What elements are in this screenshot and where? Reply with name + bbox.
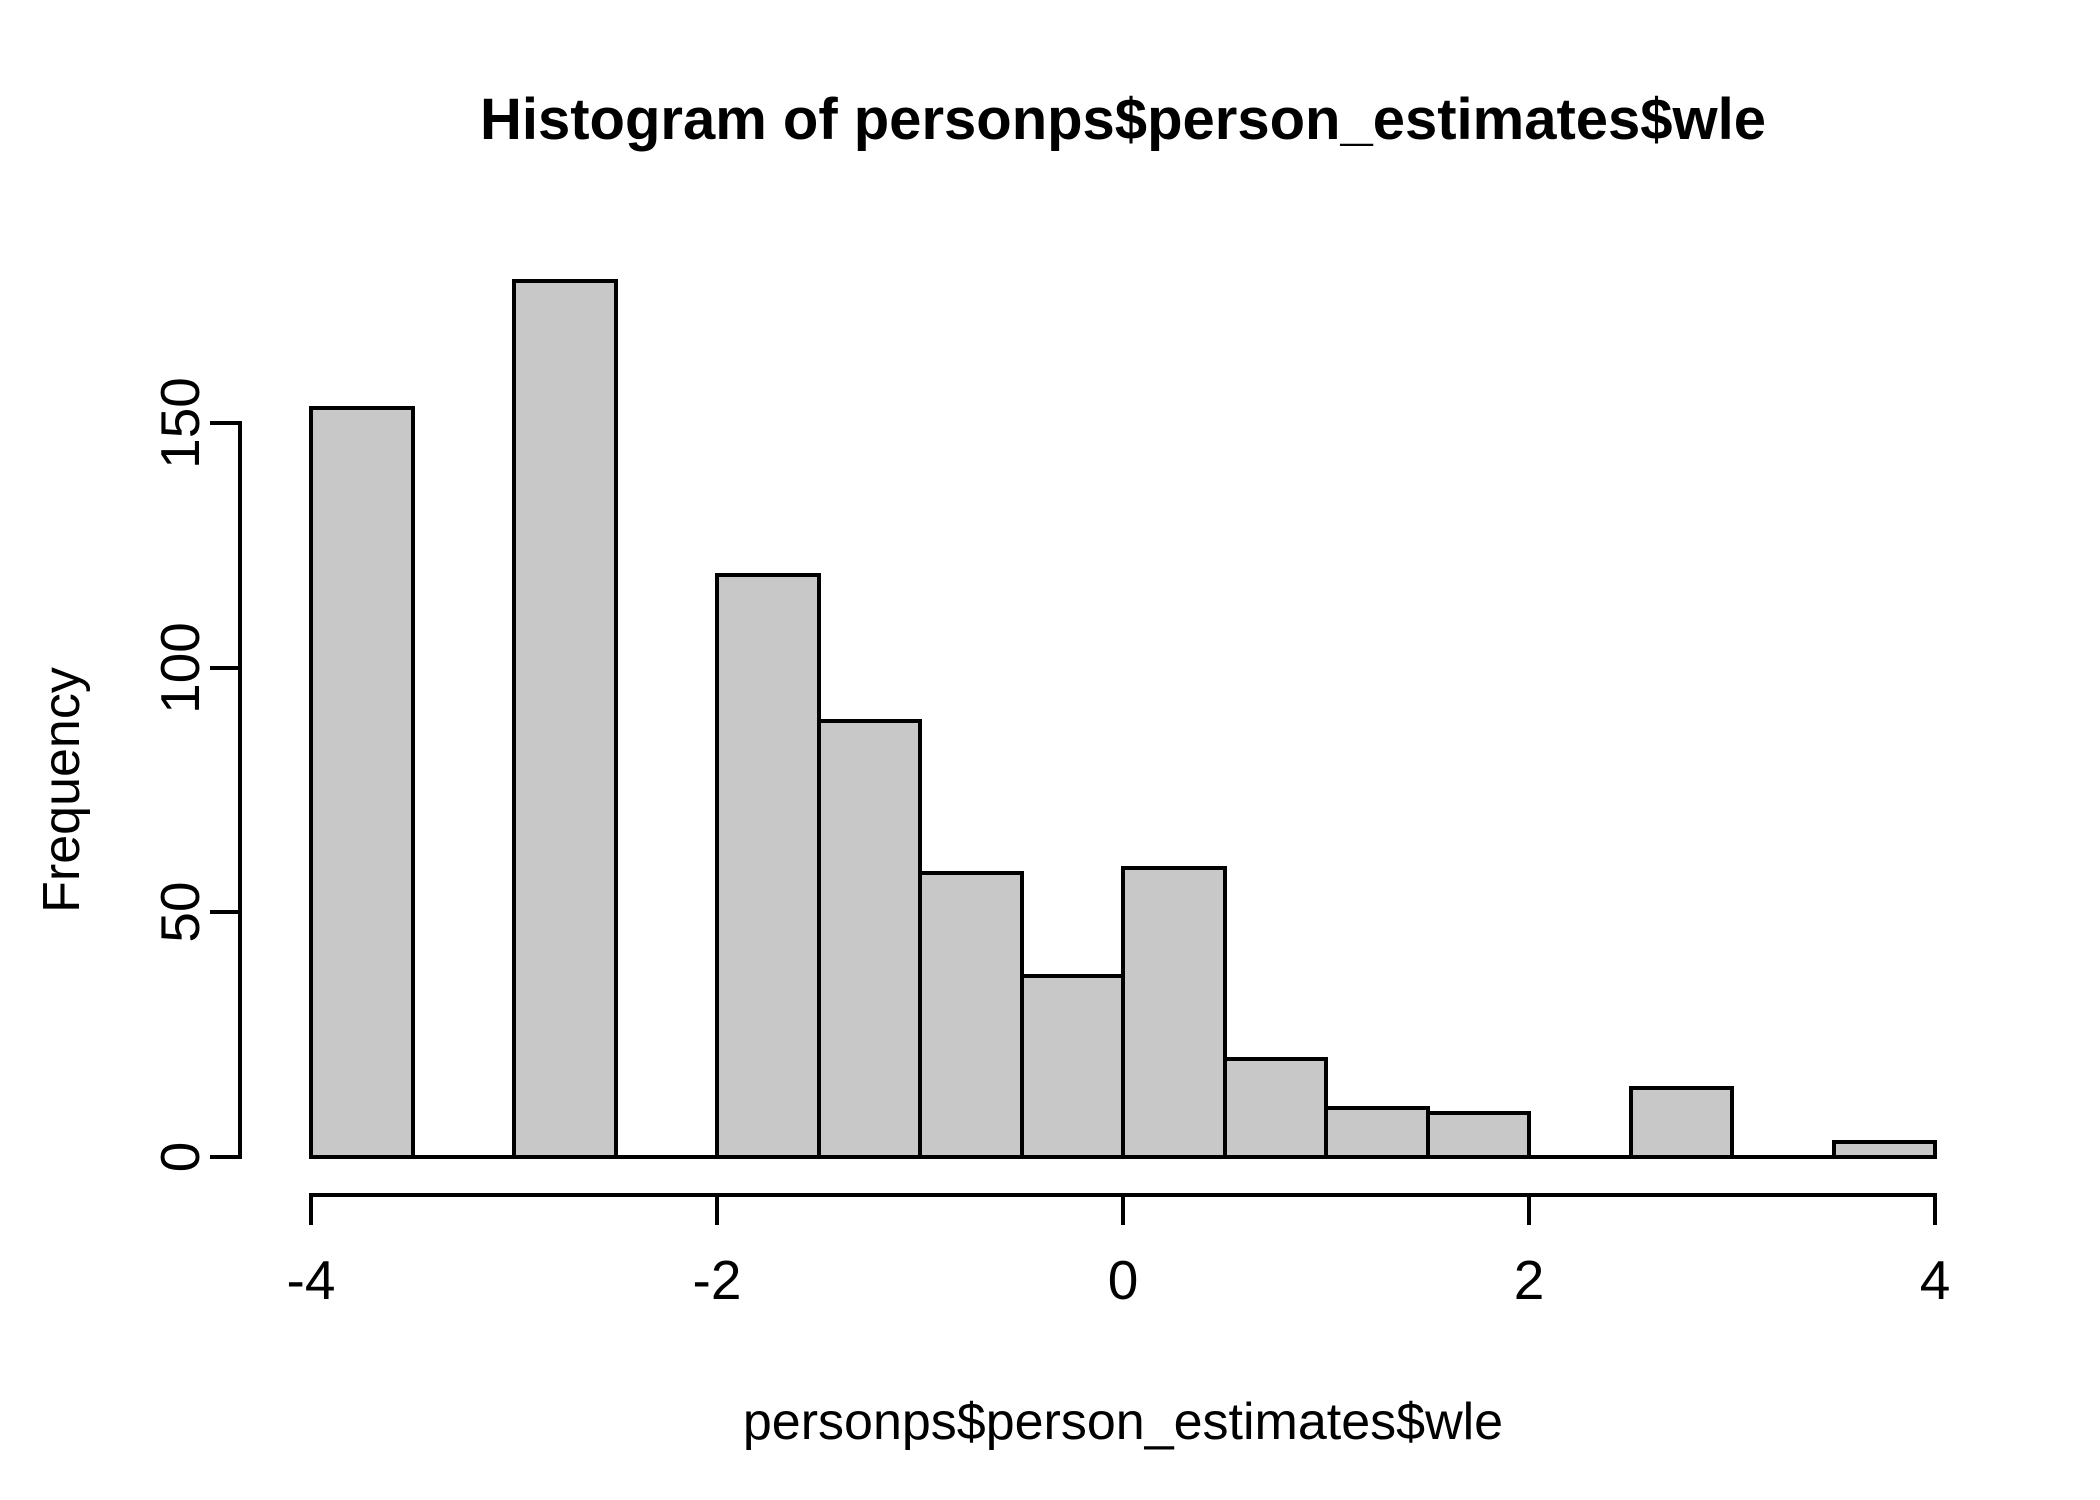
x-tick: [309, 1193, 313, 1225]
y-tick-label: 100: [149, 621, 211, 714]
x-axis-label: personps$person_estimates$wle: [742, 1393, 1504, 1451]
x-tick-label: -4: [286, 1249, 336, 1311]
y-tick-label: 0: [149, 1141, 211, 1173]
x-tick: [1933, 1193, 1937, 1225]
y-tick-label: 50: [149, 881, 211, 943]
histogram-bar: [715, 572, 821, 1159]
y-tick: [210, 665, 238, 670]
x-tick: [1527, 1193, 1531, 1225]
histogram-bar: [1831, 1140, 1937, 1159]
x-tick: [715, 1193, 719, 1225]
histogram-bar: [512, 279, 618, 1159]
histogram-bar: [309, 406, 415, 1159]
histogram-bar: [1222, 1057, 1328, 1159]
x-tick-label: 4: [1919, 1249, 1951, 1311]
histogram-bar: [816, 719, 922, 1159]
histogram-bar: [918, 871, 1024, 1159]
x-tick-label: -2: [692, 1249, 742, 1311]
histogram-bar: [1324, 1106, 1430, 1159]
chart-title: Histogram of personps$person_estimates$w…: [479, 87, 1767, 152]
x-tick-label: 0: [1107, 1249, 1139, 1311]
histogram-bar: [1628, 1086, 1734, 1159]
x-tick-label: 2: [1513, 1249, 1545, 1311]
x-tick: [1121, 1193, 1125, 1225]
y-tick: [210, 421, 238, 425]
histogram-bar: [1425, 1110, 1531, 1159]
histogram-bar: [1121, 866, 1227, 1159]
y-axis-line: [238, 421, 242, 1159]
y-tick: [210, 910, 238, 915]
y-tick-label: 150: [149, 377, 211, 469]
histogram-bar: [1019, 973, 1125, 1159]
y-axis-label: Frequency: [33, 667, 91, 913]
y-tick: [210, 1155, 238, 1159]
